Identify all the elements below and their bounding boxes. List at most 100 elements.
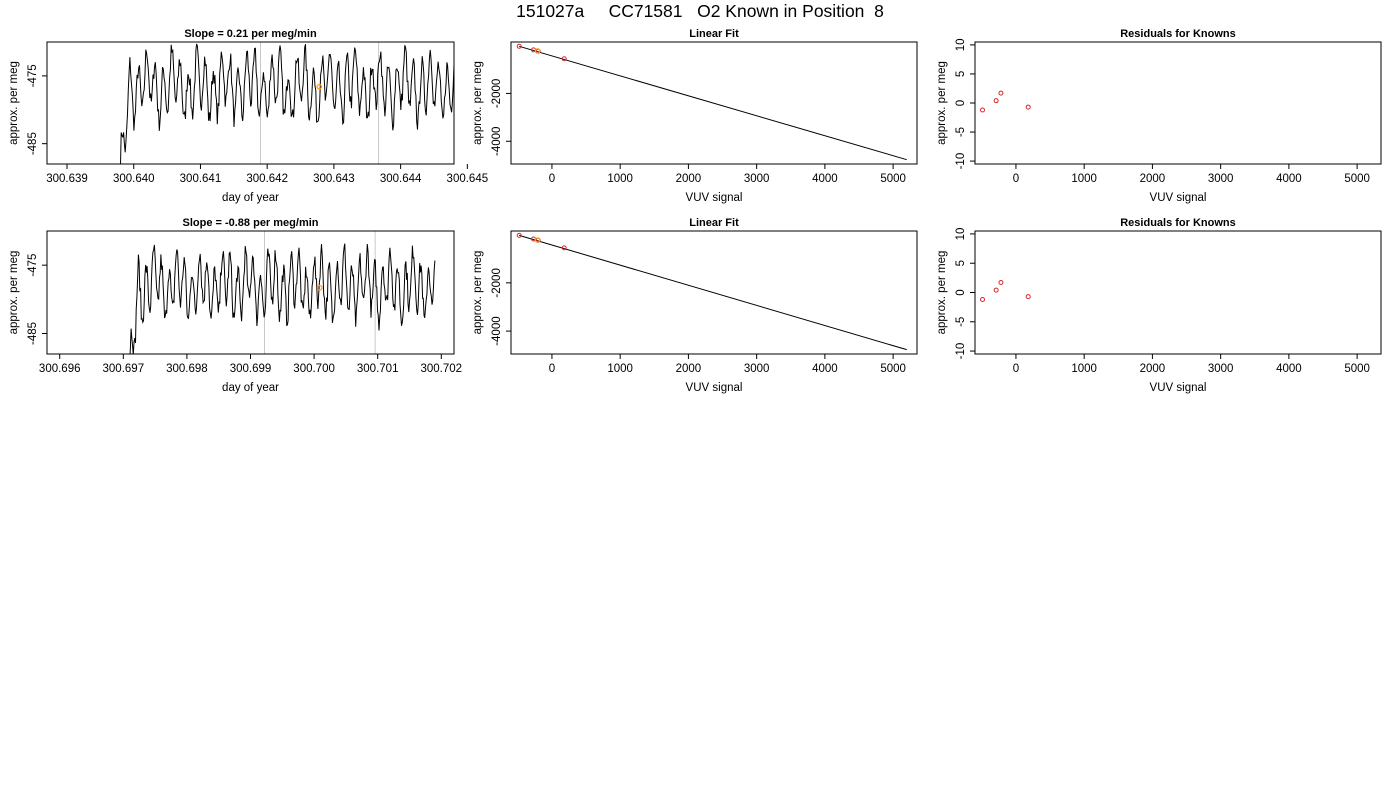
y-tick-label: -4000 bbox=[491, 316, 503, 345]
plot-frame bbox=[974, 41, 1382, 165]
y-tick-label: 5 bbox=[955, 71, 967, 77]
x-tick-label: 300.641 bbox=[180, 173, 222, 185]
x-tick-label: 300.696 bbox=[39, 363, 81, 375]
plot-frame bbox=[510, 41, 918, 165]
chart-panel-row2-linear-fit: Linear Fit 0 1000 2000 3000 4000 5000 -2000 -400… bbox=[472, 217, 918, 394]
chart-title: Residuals for Knowns bbox=[1120, 217, 1236, 229]
y-tick-label: -4000 bbox=[491, 127, 503, 156]
known-point bbox=[993, 287, 999, 293]
known-point bbox=[980, 297, 986, 303]
known-point bbox=[998, 280, 1004, 286]
x-tick-label: 300.702 bbox=[420, 363, 462, 375]
y-tick-label: -5 bbox=[955, 317, 967, 327]
x-axis-label: day of year bbox=[222, 192, 279, 204]
x-tick-label: 300.642 bbox=[246, 173, 288, 185]
x-tick-label: 2000 bbox=[1140, 173, 1166, 185]
chart-panel-row1-timeseries: Slope = 0.21 per meg/min 300.639 300.640 30… bbox=[8, 28, 488, 204]
y-tick-label: 0 bbox=[955, 100, 967, 106]
x-tick-label: 0 bbox=[1013, 173, 1019, 185]
chart-title: Slope = -0.88 per meg/min bbox=[182, 217, 318, 229]
y-tick-label: -2000 bbox=[491, 268, 503, 297]
x-tick-label: 300.700 bbox=[293, 363, 335, 375]
x-tick-label: 1000 bbox=[607, 363, 633, 375]
chart-title: Residuals for Knowns bbox=[1120, 28, 1236, 40]
y-tick-label: 5 bbox=[955, 260, 967, 266]
y-tick-label: -485 bbox=[27, 322, 39, 345]
y-tick-label: 10 bbox=[955, 39, 967, 52]
chart-title: Linear Fit bbox=[689, 28, 739, 40]
known-point bbox=[516, 43, 522, 49]
y-axis-label: approx. per meg bbox=[8, 61, 20, 145]
x-tick-label: 4000 bbox=[812, 173, 838, 185]
known-point bbox=[980, 107, 986, 113]
x-tick-label: 5000 bbox=[880, 363, 906, 375]
highlight-point bbox=[534, 237, 541, 243]
plot-frame bbox=[46, 41, 455, 165]
x-tick-label: 0 bbox=[549, 173, 555, 185]
x-tick-label: 0 bbox=[1013, 363, 1019, 375]
x-tick-label: 1000 bbox=[1071, 363, 1097, 375]
plot-frame bbox=[974, 230, 1382, 355]
x-axis-label: VUV signal bbox=[1150, 382, 1207, 394]
x-axis-label: VUV signal bbox=[686, 192, 743, 204]
highlight-point bbox=[534, 48, 541, 54]
x-tick-label: 2000 bbox=[676, 363, 702, 375]
x-tick-label: 300.699 bbox=[230, 363, 272, 375]
data-trace-line bbox=[129, 243, 436, 354]
x-tick-label: 5000 bbox=[1344, 363, 1370, 375]
y-tick-label: -5 bbox=[955, 127, 967, 137]
x-tick-label: 0 bbox=[549, 363, 555, 375]
x-tick-label: 300.698 bbox=[166, 363, 208, 375]
x-axis-label: VUV signal bbox=[1150, 192, 1207, 204]
y-tick-label: -2000 bbox=[491, 79, 503, 108]
x-tick-label: 3000 bbox=[744, 173, 770, 185]
y-tick-label: -10 bbox=[955, 343, 967, 360]
x-tick-label: 3000 bbox=[744, 363, 770, 375]
x-tick-label: 4000 bbox=[1276, 363, 1302, 375]
chart-panel-row2-residuals: Residuals for Knowns 0 1000 2000 3000 4000 500… bbox=[936, 217, 1382, 394]
x-tick-label: 300.644 bbox=[380, 173, 422, 185]
fit-line bbox=[519, 234, 907, 351]
chart-title: Slope = 0.21 per meg/min bbox=[184, 28, 317, 40]
x-tick-label: 5000 bbox=[1344, 173, 1370, 185]
highlight-point bbox=[316, 83, 323, 90]
y-axis-label: approx. per meg bbox=[936, 61, 948, 145]
chart-panel-row1-residuals: Residuals for Knowns 0 1000 2000 3000 4000 500… bbox=[936, 28, 1382, 204]
chart-panel-row2-timeseries: Slope = -0.88 per meg/min 300.696 300.697 3… bbox=[8, 217, 462, 394]
fit-line bbox=[519, 45, 907, 161]
x-tick-label: 4000 bbox=[812, 363, 838, 375]
y-axis-label: approx. per meg bbox=[472, 251, 484, 335]
plot-frame bbox=[510, 230, 918, 355]
known-point bbox=[1025, 294, 1031, 300]
page-title: 151027a CC71581 O2 Known in Position 8 bbox=[516, 1, 884, 21]
x-tick-label: 300.640 bbox=[113, 173, 155, 185]
highlight-point bbox=[316, 284, 323, 291]
x-tick-label: 4000 bbox=[1276, 173, 1302, 185]
y-axis-label: approx. per meg bbox=[936, 251, 948, 335]
x-tick-label: 1000 bbox=[607, 173, 633, 185]
x-tick-label: 300.701 bbox=[357, 363, 399, 375]
x-tick-label: 3000 bbox=[1208, 363, 1234, 375]
x-tick-label: 300.639 bbox=[46, 173, 88, 185]
known-point bbox=[993, 98, 999, 104]
known-point bbox=[561, 245, 567, 251]
y-tick-label: -475 bbox=[27, 64, 39, 87]
known-point bbox=[998, 90, 1004, 96]
known-point bbox=[1025, 104, 1031, 110]
x-tick-label: 3000 bbox=[1208, 173, 1234, 185]
y-tick-label: -485 bbox=[27, 132, 39, 155]
x-tick-label: 2000 bbox=[676, 173, 702, 185]
data-trace-line bbox=[120, 43, 454, 164]
y-axis-label: approx. per meg bbox=[472, 61, 484, 145]
x-tick-label: 300.643 bbox=[313, 173, 355, 185]
known-point bbox=[561, 56, 567, 62]
x-axis-label: VUV signal bbox=[686, 382, 743, 394]
x-axis-label: day of year bbox=[222, 382, 279, 394]
y-tick-label: 10 bbox=[955, 228, 967, 241]
x-tick-label: 5000 bbox=[880, 173, 906, 185]
chart-title: Linear Fit bbox=[689, 217, 739, 229]
x-tick-label: 1000 bbox=[1071, 173, 1097, 185]
known-point bbox=[516, 232, 522, 238]
y-tick-label: -10 bbox=[955, 153, 967, 170]
